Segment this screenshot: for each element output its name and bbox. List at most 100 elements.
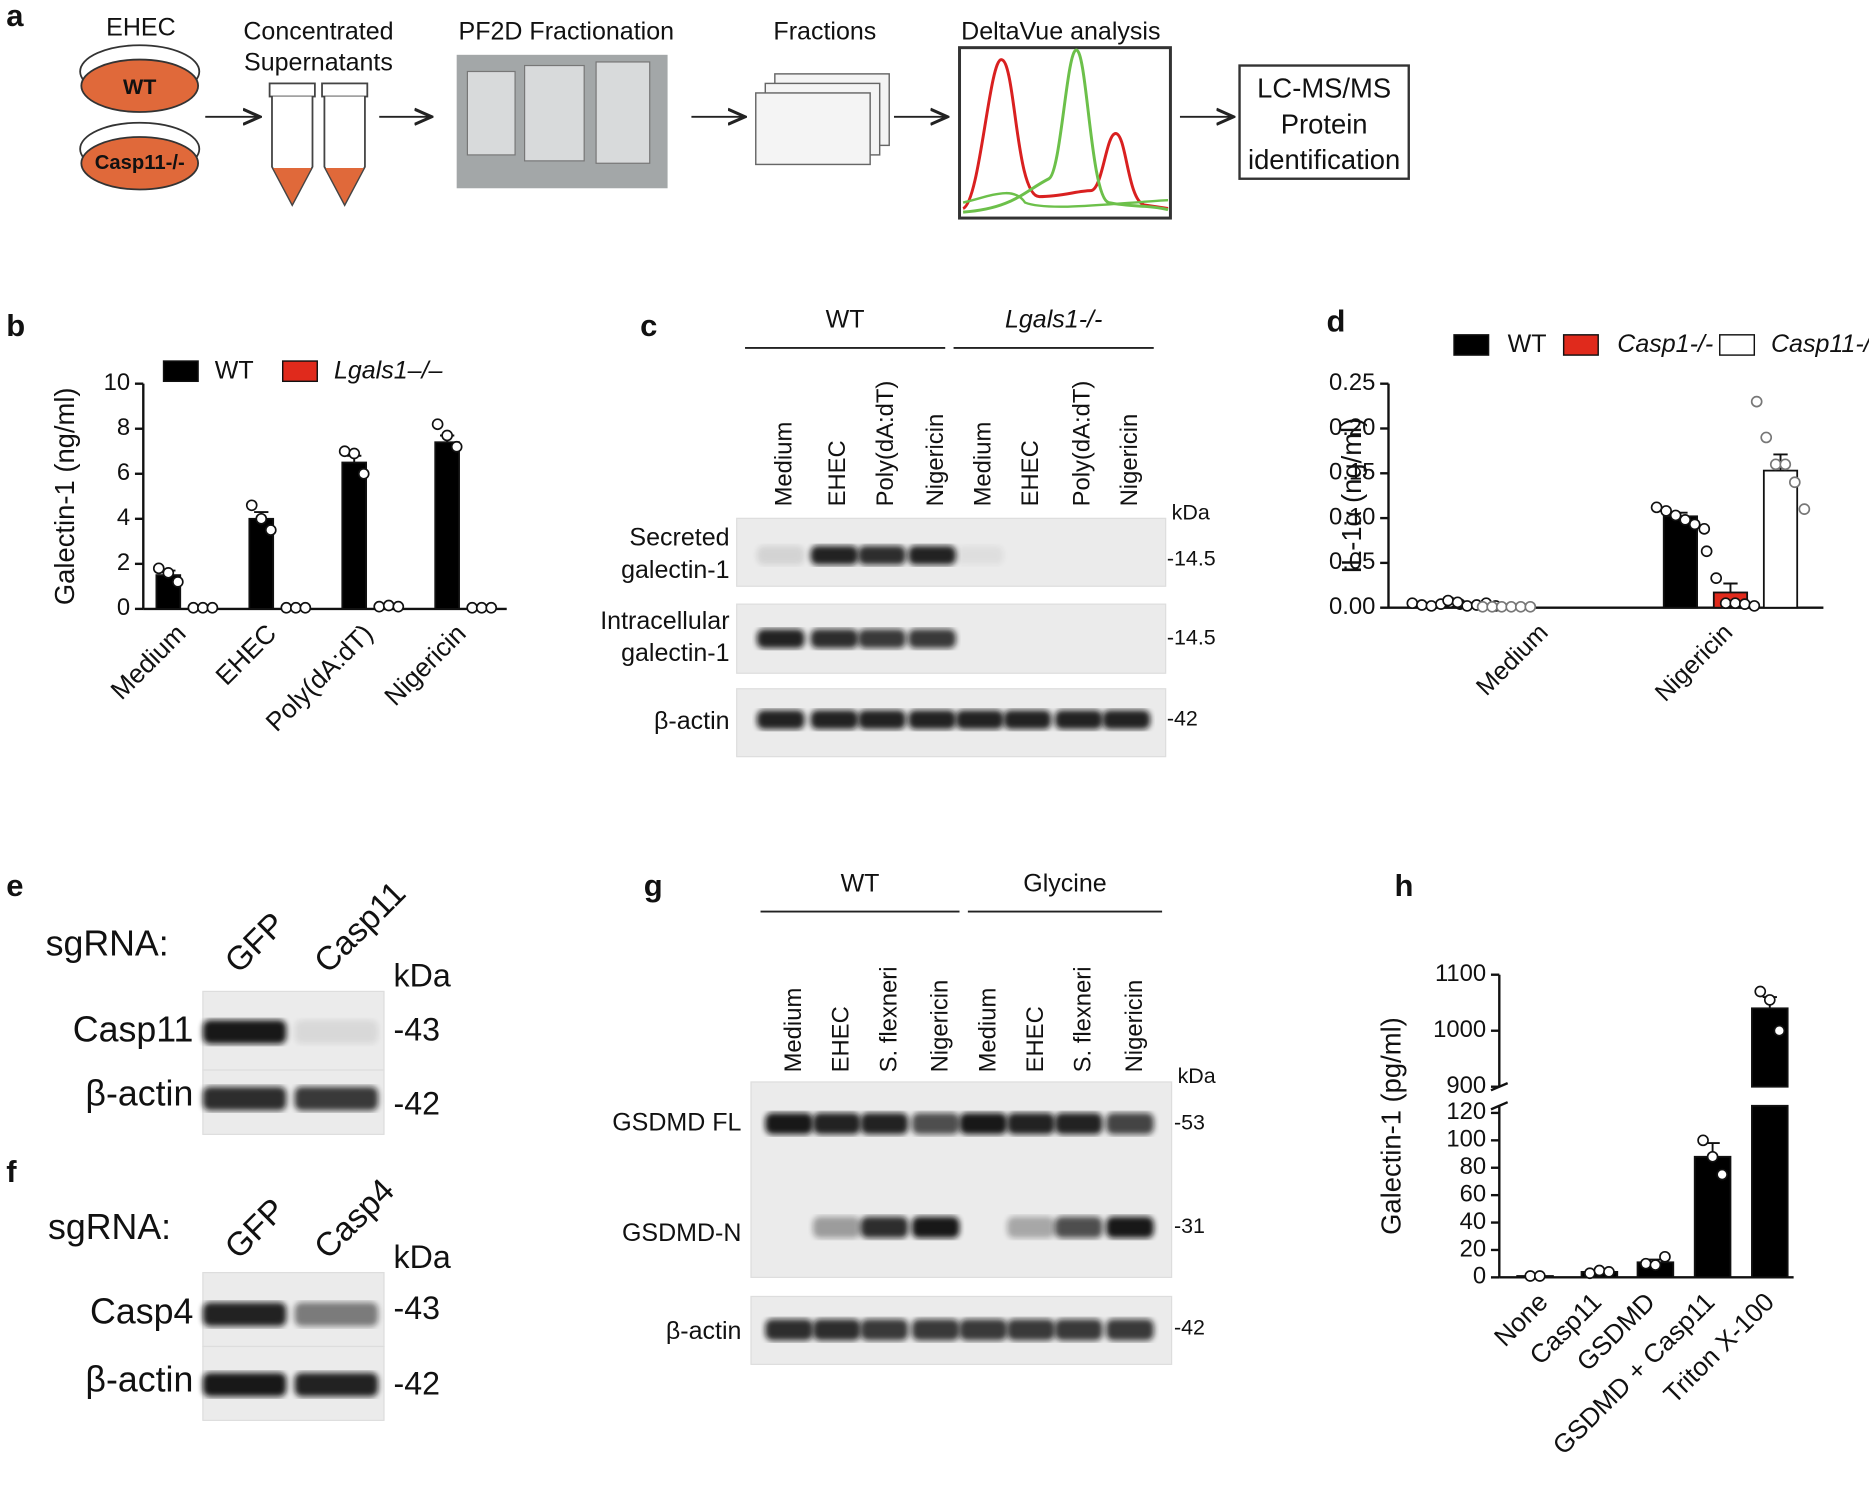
blot-band <box>294 1019 379 1044</box>
kda-marker: -42 <box>1167 706 1198 730</box>
blot-band <box>860 1112 909 1135</box>
data-point <box>1514 600 1527 613</box>
data-point <box>280 601 293 614</box>
data-point <box>1524 1270 1537 1282</box>
legend-swatch <box>162 360 199 383</box>
data-point <box>197 601 209 614</box>
lane-label: Medium <box>780 988 807 1073</box>
legend-swatch <box>1719 334 1756 356</box>
data-point <box>441 429 453 442</box>
data-point <box>466 601 479 614</box>
panel-label: a <box>6 0 24 33</box>
data-point <box>1476 600 1489 613</box>
group-label: Glycine <box>1023 869 1106 897</box>
data-point <box>1750 395 1763 408</box>
step-label: PF2D Fractionation <box>459 17 675 45</box>
kda-marker: -14.5 <box>1167 547 1216 571</box>
step-label-line: LC-MS/MS <box>1257 73 1391 104</box>
blot-band <box>294 1302 379 1327</box>
data-point <box>1461 600 1473 612</box>
data-point <box>1679 514 1692 526</box>
blot-band <box>1054 1216 1103 1239</box>
step-label: Concentrated Supernatants <box>243 17 393 76</box>
data-point <box>289 601 302 614</box>
data-point <box>162 567 175 579</box>
blot-band <box>812 1319 861 1341</box>
row-label: β-actin <box>654 707 730 735</box>
lane-label: EHEC <box>824 440 851 506</box>
y-tick-label: 0.15 <box>1329 459 1375 486</box>
panel-label: f <box>6 1154 17 1189</box>
sgrna-label: sgRNA: <box>48 1207 171 1247</box>
tube-pellet <box>325 168 364 204</box>
y-tick-label: 0.25 <box>1329 369 1375 396</box>
blot-band <box>911 1216 960 1239</box>
step-label-line: Concentrated <box>243 17 393 45</box>
y-tick-label: 60 <box>1460 1180 1487 1207</box>
row-label: Intracellular galectin-1 <box>600 607 729 667</box>
y-tick-label: 900 <box>1446 1072 1486 1099</box>
data-point <box>1505 600 1518 613</box>
y-tick-label: 0 <box>1473 1263 1486 1290</box>
blot-band <box>858 629 906 649</box>
y-axis-label: Galectin-1 (ng/ml) <box>49 387 80 605</box>
kda-label: kDa <box>394 1239 451 1275</box>
blot-band <box>756 629 805 649</box>
trace-green <box>962 48 1169 214</box>
y-tick-label: 0.05 <box>1329 548 1375 575</box>
blot-band <box>860 1319 909 1341</box>
panel-label: h <box>1394 868 1413 903</box>
data-point <box>431 418 444 431</box>
data-point <box>485 601 498 614</box>
row-label-line: Intracellular <box>600 607 729 635</box>
lane-label: Poly(dA:dT) <box>872 381 899 507</box>
axis-break <box>1490 1101 1509 1111</box>
blot-band <box>202 1086 287 1111</box>
step-label-line: Supernatants <box>244 48 393 76</box>
kda-label: kDa <box>1172 501 1210 525</box>
blot-band <box>1054 1319 1103 1341</box>
blot-band <box>1106 1216 1154 1239</box>
row-label: β-actin <box>85 1360 193 1400</box>
data-point <box>152 562 165 575</box>
data-point <box>1738 598 1751 610</box>
blot-band <box>1102 710 1151 730</box>
tube-cap <box>268 82 316 98</box>
tube-pellet <box>273 168 312 204</box>
y-tick-label: 1100 <box>1435 960 1486 987</box>
data-point <box>1524 600 1537 613</box>
blot-band <box>959 1319 1008 1341</box>
data-point <box>264 524 277 536</box>
error-bar <box>1723 582 1738 593</box>
data-point <box>1406 597 1419 610</box>
data-point <box>1495 600 1508 613</box>
legend-label: WT <box>1508 330 1547 358</box>
blot-band <box>1106 1319 1154 1341</box>
blot-band <box>294 1372 379 1397</box>
blot-band <box>756 545 805 565</box>
chromatogram-box <box>958 46 1172 220</box>
bar <box>434 441 460 610</box>
y-tick-label: 10 <box>104 369 131 396</box>
lane-label: Medium <box>970 422 997 507</box>
blot-band <box>1054 1112 1103 1135</box>
data-point <box>1697 1134 1709 1147</box>
lane-label: Medium <box>771 422 798 507</box>
data-point <box>1788 476 1801 489</box>
sgrna-label: sgRNA: <box>46 924 169 964</box>
data-point <box>1760 431 1773 444</box>
y-tick-label: 40 <box>1460 1208 1487 1235</box>
row-label: Casp4 <box>90 1292 193 1332</box>
x-tick-label: Nigericin <box>1650 618 1739 707</box>
data-point <box>187 601 200 614</box>
data-point <box>1451 596 1464 609</box>
blot-band <box>911 1112 960 1135</box>
blot-band <box>908 545 956 565</box>
panel-label: e <box>6 868 23 903</box>
legend-swatch <box>281 360 318 383</box>
legend-label: Lgals1–/– <box>334 356 444 384</box>
legend-swatch <box>1453 334 1490 356</box>
data-point <box>382 599 395 612</box>
instrument-part <box>524 64 585 162</box>
